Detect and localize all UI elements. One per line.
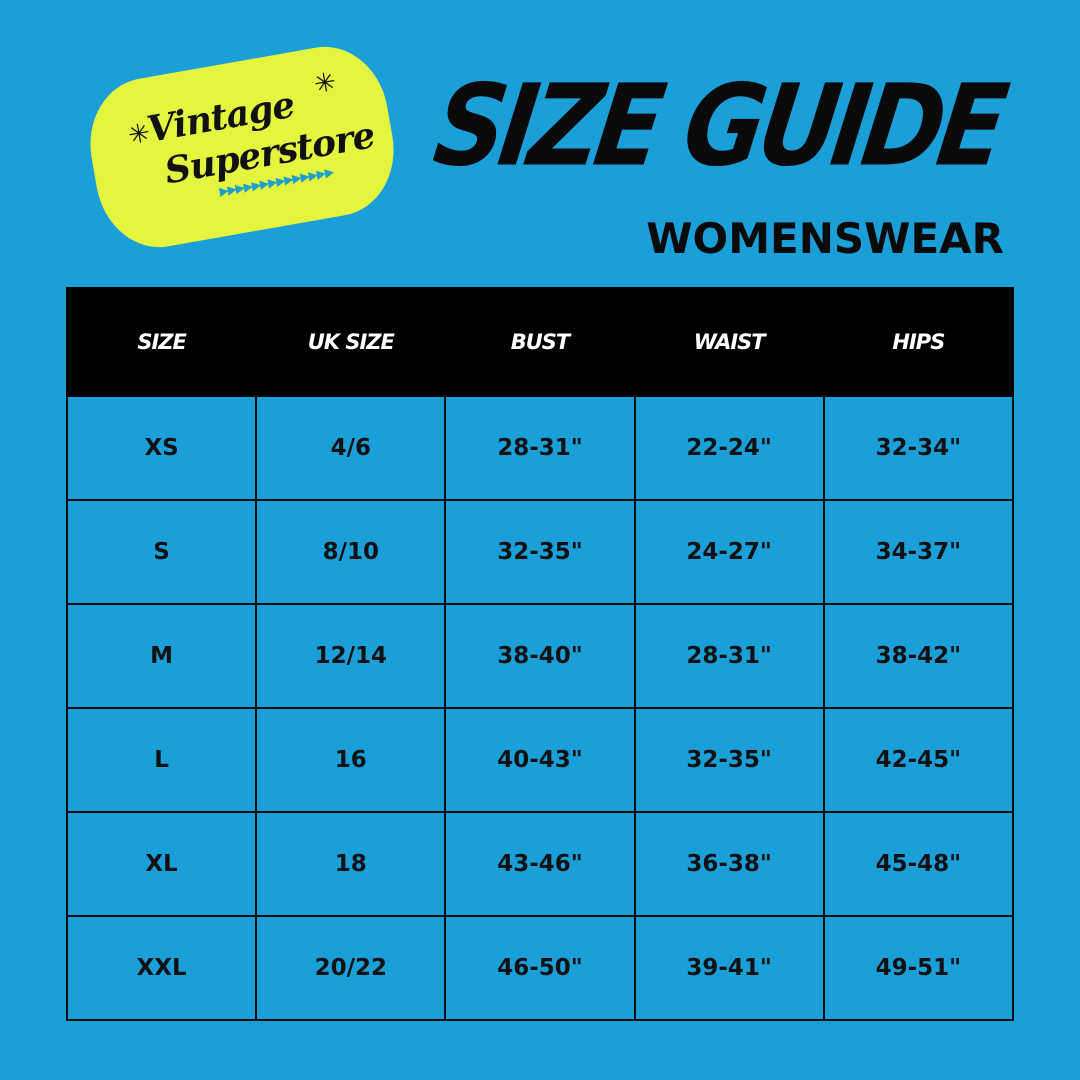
size-table: SIZE UK SIZE BUST WAIST HIPS XS 4/6 28-31" 22-2… — [65, 287, 1015, 1021]
table-cell: 16 — [255, 707, 447, 813]
table-cell: S — [65, 499, 258, 605]
table-cell: 45-48" — [822, 811, 1015, 917]
table-cell: 40-43" — [444, 707, 636, 813]
table-cell: 36-38" — [633, 811, 825, 917]
page-subtitle: WOMENSWEAR — [646, 214, 1004, 263]
table-row: S 8/10 32-35" 24-27" 34-37" — [65, 499, 1015, 605]
table-cell: 18 — [255, 811, 447, 917]
table-cell: M — [65, 603, 258, 709]
table-cell: 42-45" — [822, 707, 1015, 813]
table-cell: 38-42" — [822, 603, 1015, 709]
table-row: XXL 20/22 46-50" 39-41" 49-51" — [65, 915, 1015, 1021]
table-cell: 8/10 — [255, 499, 447, 605]
table-cell: 32-35" — [633, 707, 825, 813]
table-row: XS 4/6 28-31" 22-24" 32-34" — [65, 395, 1015, 501]
column-header: BUST — [444, 287, 636, 397]
table-cell: XXL — [65, 915, 258, 1021]
page-title: SIZE GUIDE — [426, 60, 1010, 192]
table-row: XL 18 43-46" 36-38" 45-48" — [65, 811, 1015, 917]
column-header: UK SIZE — [255, 287, 447, 397]
table-cell: 24-27" — [633, 499, 825, 605]
table-cell: 28-31" — [633, 603, 825, 709]
table-cell: 22-24" — [633, 395, 825, 501]
table-cell: XL — [65, 811, 258, 917]
table-cell: 39-41" — [633, 915, 825, 1021]
vintage-superstore-logo: ✳ ✳ Vintage Superstore ▶▶▶▶▶▶▶▶▶▶▶▶▶▶ — [79, 37, 405, 257]
table-cell: 12/14 — [255, 603, 447, 709]
column-header: SIZE — [65, 287, 258, 397]
table-cell: 43-46" — [444, 811, 636, 917]
table-cell: 46-50" — [444, 915, 636, 1021]
column-header: WAIST — [633, 287, 825, 397]
table-row: M 12/14 38-40" 28-31" 38-42" — [65, 603, 1015, 709]
table-cell: 32-34" — [822, 395, 1015, 501]
table-cell: L — [65, 707, 258, 813]
table-row: L 16 40-43" 32-35" 42-45" — [65, 707, 1015, 813]
table-cell: 34-37" — [822, 499, 1015, 605]
table-cell: 28-31" — [444, 395, 636, 501]
table-cell: 38-40" — [444, 603, 636, 709]
table-cell: 4/6 — [255, 395, 447, 501]
column-header: HIPS — [822, 287, 1015, 397]
table-cell: 20/22 — [255, 915, 447, 1021]
table-header-row: SIZE UK SIZE BUST WAIST HIPS — [65, 287, 1015, 397]
table-cell: 49-51" — [822, 915, 1015, 1021]
table-cell: 32-35" — [444, 499, 636, 605]
table-cell: XS — [65, 395, 258, 501]
